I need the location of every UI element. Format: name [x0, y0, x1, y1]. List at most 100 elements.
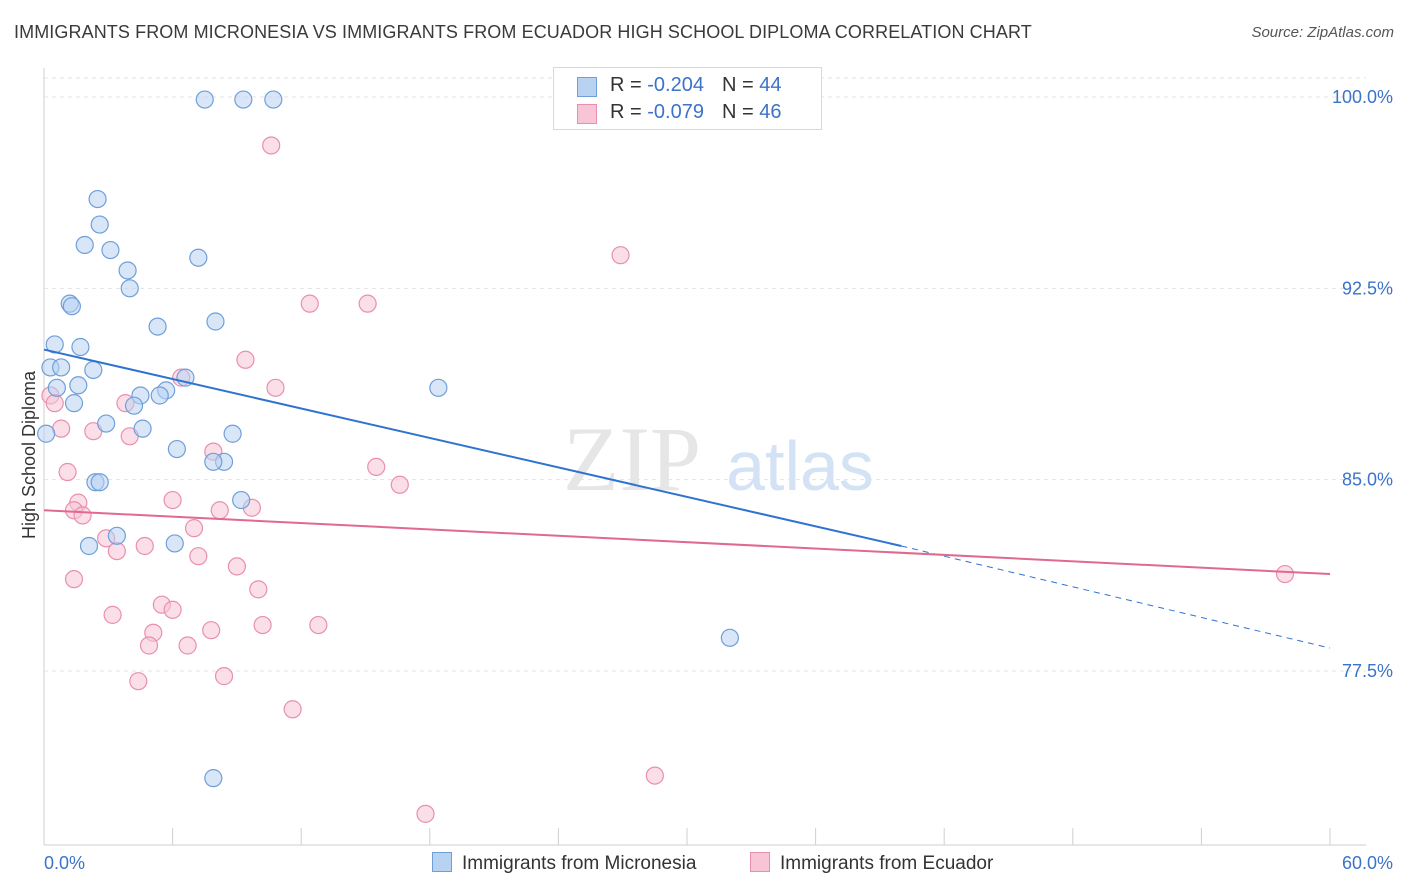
- point-micronesia: [234, 90, 253, 109]
- point-ecuador: [390, 475, 409, 494]
- watermark-zip: ZIP: [563, 408, 701, 510]
- point-ecuador: [163, 490, 182, 510]
- point-ecuador: [107, 541, 126, 561]
- correlation-legend: R = -0.204 N = 44 R = -0.079 N = 46: [553, 67, 822, 130]
- point-micronesia: [107, 526, 126, 545]
- trend-line-micronesia-extension: [901, 545, 1331, 649]
- point-micronesia: [206, 312, 225, 331]
- legend-n-label: N =: [721, 101, 760, 123]
- trend-line-ecuador: [43, 509, 1331, 576]
- legend-text-micronesia: R = -0.204 N = 44: [610, 74, 781, 97]
- point-micronesia: [118, 261, 137, 280]
- point-micronesia: [69, 376, 88, 395]
- y-tick-label: 85.0%: [1342, 470, 1393, 490]
- point-ecuador: [135, 536, 154, 556]
- point-ecuador: [367, 457, 386, 477]
- point-ecuador: [210, 501, 229, 520]
- point-ecuador: [202, 621, 221, 640]
- point-micronesia: [64, 394, 84, 413]
- point-micronesia: [148, 317, 167, 336]
- point-micronesia: [204, 769, 223, 788]
- x-tick-label: 0.0%: [44, 853, 85, 873]
- point-micronesia: [167, 439, 186, 459]
- point-ecuador: [309, 615, 328, 635]
- series-micronesia-points: [37, 90, 739, 788]
- legend-swatch-micronesia: [577, 77, 597, 97]
- point-micronesia: [71, 337, 90, 357]
- point-micronesia: [195, 90, 214, 109]
- point-micronesia: [84, 360, 103, 380]
- bottom-legend-label-micronesia: Immigrants from Micronesia: [462, 853, 697, 874]
- watermark-atlas: atlas: [726, 427, 874, 505]
- bottom-legend-swatch-micronesia: [432, 852, 452, 872]
- point-ecuador: [1275, 564, 1295, 584]
- point-ecuador: [358, 294, 377, 313]
- point-ecuador: [58, 462, 77, 482]
- legend-r-label: R =: [610, 101, 648, 123]
- point-micronesia: [429, 378, 448, 397]
- legend-r-value: -0.079: [647, 101, 704, 123]
- trend-line-micronesia: [43, 348, 902, 547]
- point-micronesia: [189, 248, 208, 267]
- legend-swatch-ecuador: [577, 104, 597, 124]
- series-ecuador-points: [41, 136, 1295, 823]
- point-micronesia: [47, 378, 66, 397]
- point-ecuador: [103, 605, 122, 624]
- point-ecuador: [139, 636, 159, 655]
- y-axis-label: High School Diploma: [19, 370, 39, 539]
- point-micronesia: [133, 419, 152, 438]
- point-micronesia: [120, 279, 139, 298]
- point-micronesia: [97, 414, 116, 433]
- point-ecuador: [266, 378, 285, 397]
- point-micronesia: [223, 424, 242, 443]
- point-micronesia: [79, 536, 99, 556]
- point-micronesia: [101, 240, 120, 260]
- point-micronesia: [150, 386, 169, 405]
- bottom-legend-ecuador: Immigrants from Ecuador: [750, 852, 993, 876]
- point-ecuador: [249, 580, 268, 599]
- legend-r-value: -0.204: [647, 74, 704, 96]
- point-micronesia: [75, 235, 94, 255]
- legend-n-label: N =: [721, 74, 760, 96]
- bottom-legend-micronesia: Immigrants from Micronesia: [432, 852, 696, 876]
- legend-n-value: 44: [759, 74, 782, 96]
- bottom-legend-label-ecuador: Immigrants from Ecuador: [780, 853, 994, 874]
- point-ecuador: [300, 294, 319, 313]
- point-ecuador: [645, 766, 664, 785]
- watermark: ZIP atlas: [563, 408, 874, 510]
- point-micronesia: [124, 396, 144, 415]
- legend-n-value: 46: [759, 101, 782, 123]
- source-credit: Source: ZipAtlas.com: [1251, 24, 1394, 41]
- y-tick-label: 77.5%: [1342, 661, 1393, 681]
- point-ecuador: [416, 804, 435, 823]
- point-micronesia: [88, 189, 107, 209]
- tick-labels: 77.5% 85.0% 92.5% 100.0% 0.0% 60.0%: [44, 87, 1393, 873]
- trend-lines: [43, 348, 1331, 649]
- point-ecuador: [45, 394, 64, 413]
- legend-text-ecuador: R = -0.079 N = 46: [610, 101, 781, 124]
- point-micronesia: [264, 90, 283, 109]
- point-micronesia: [720, 628, 739, 647]
- point-micronesia: [165, 534, 184, 553]
- point-ecuador: [214, 667, 234, 686]
- point-micronesia: [90, 215, 109, 234]
- point-ecuador: [227, 557, 246, 576]
- legend-r-label: R =: [610, 74, 648, 96]
- y-tick-label: 100.0%: [1332, 87, 1393, 107]
- point-ecuador: [189, 547, 208, 566]
- point-ecuador: [129, 672, 148, 691]
- point-ecuador: [184, 519, 204, 538]
- point-ecuador: [236, 350, 255, 369]
- point-ecuador: [611, 246, 630, 265]
- point-micronesia: [37, 424, 56, 443]
- point-ecuador: [253, 615, 272, 635]
- point-micronesia: [62, 297, 81, 316]
- point-micronesia: [232, 490, 251, 510]
- point-ecuador: [283, 700, 302, 719]
- point-ecuador: [73, 506, 92, 525]
- y-tick-label: 92.5%: [1342, 278, 1393, 298]
- chart-title: IMMIGRANTS FROM MICRONESIA VS IMMIGRANTS…: [14, 22, 1032, 42]
- x-tick-label: 60.0%: [1342, 853, 1393, 873]
- point-micronesia: [204, 452, 223, 471]
